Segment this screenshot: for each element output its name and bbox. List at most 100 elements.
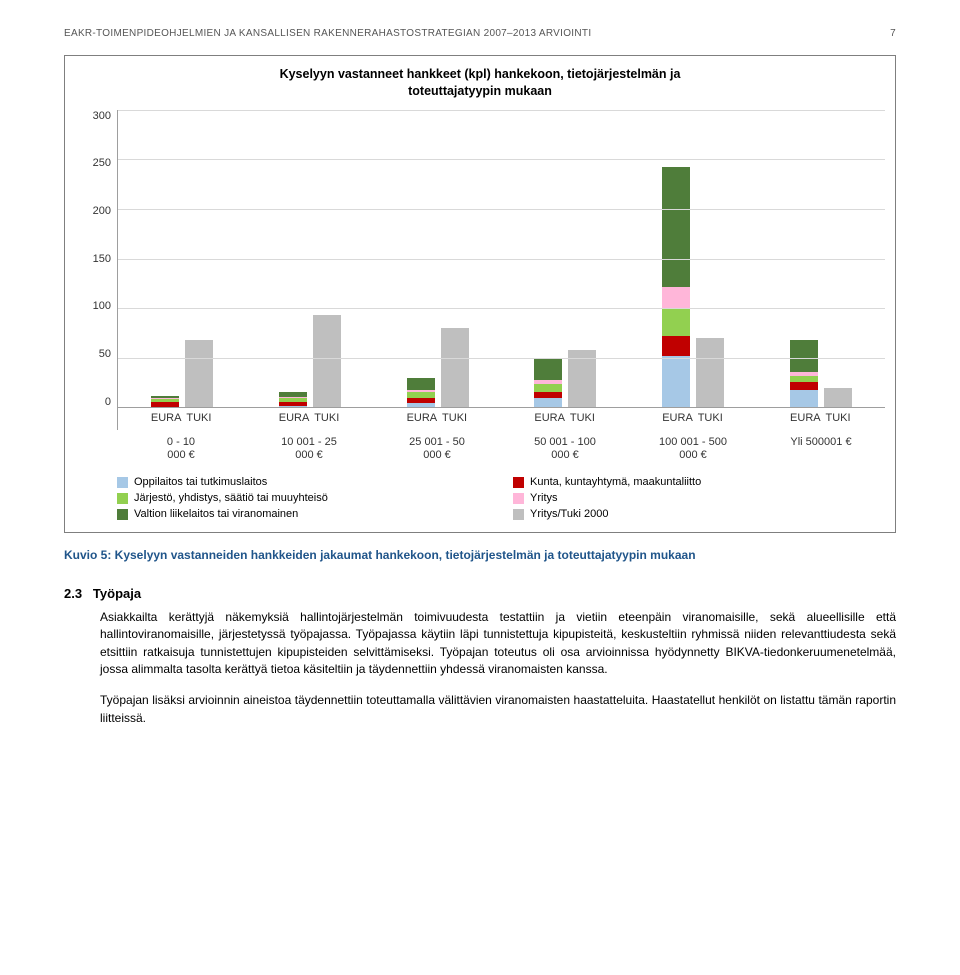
bar-segment — [790, 382, 818, 390]
stacked-bar — [790, 340, 818, 408]
gridline — [118, 209, 885, 210]
y-tick-label: 100 — [75, 300, 111, 312]
x-sub-group: EURA TUKI — [629, 408, 757, 430]
legend-label: Yritys/Tuki 2000 — [530, 508, 608, 520]
legend-swatch — [513, 477, 524, 488]
figure-caption: Kuvio 5: Kyselyyn vastanneiden hankkeide… — [64, 547, 896, 564]
y-tick-label: 150 — [75, 253, 111, 265]
plot: EURA TUKI EURA TUKI EURA TUKI EURA TUKI EURA TUKI… — [117, 110, 885, 430]
chart-legend: Oppilaitos tai tutkimuslaitos Kunta, kunt… — [117, 476, 885, 520]
y-tick-label: 250 — [75, 157, 111, 169]
section-heading: 2.3 Työpaja — [64, 586, 896, 601]
x-sub-group: EURA TUKI — [118, 408, 246, 430]
bar-segment — [662, 308, 690, 336]
bar-segment — [534, 384, 562, 392]
section-num: 2.3 — [64, 586, 82, 601]
y-tick-label: 0 — [75, 396, 111, 408]
stacked-bar — [824, 388, 852, 408]
legend-label: Oppilaitos tai tutkimuslaitos — [134, 476, 267, 488]
x-sub-label: TUKI — [696, 412, 724, 430]
bar-segment — [313, 315, 341, 407]
legend-item: Järjestö, yhdistys, säätiö tai muuyhteis… — [117, 492, 489, 504]
bar-segment — [407, 378, 435, 390]
bar-segment — [185, 340, 213, 408]
legend-swatch — [117, 509, 128, 520]
legend-swatch — [513, 493, 524, 504]
x-sub-label: TUKI — [824, 412, 852, 430]
x-sub-label: TUKI — [185, 412, 213, 430]
y-tick-label: 200 — [75, 205, 111, 217]
x-sub-group: EURA TUKI — [374, 408, 502, 430]
x-sub-label: TUKI — [568, 412, 596, 430]
x-category-label: 50 001 - 100000 € — [501, 432, 629, 462]
bar-segment — [790, 390, 818, 408]
x-sub-group: EURA TUKI — [501, 408, 629, 430]
y-tick-label: 50 — [75, 348, 111, 360]
x-sub-label: EURA — [534, 412, 562, 430]
bar-segment — [662, 356, 690, 408]
x-sub-label: EURA — [151, 412, 179, 430]
gridline — [118, 358, 885, 359]
y-tick-label: 300 — [75, 110, 111, 122]
x-category-label: 100 001 - 500000 € — [629, 432, 757, 462]
bar-segment — [790, 340, 818, 372]
legend-swatch — [117, 477, 128, 488]
legend-item: Yritys/Tuki 2000 — [513, 508, 885, 520]
legend-item: Oppilaitos tai tutkimuslaitos — [117, 476, 489, 488]
x-sub-label: TUKI — [441, 412, 469, 430]
legend-label: Valtion liikelaitos tai viranomainen — [134, 508, 298, 520]
bar-segment — [662, 287, 690, 309]
header-page-num: 7 — [890, 28, 896, 39]
stacked-bar — [696, 338, 724, 408]
x-axis-sublabels: EURA TUKI EURA TUKI EURA TUKI EURA TUKI EURA TUKI… — [118, 407, 885, 430]
chart-title: Kyselyyn vastanneet hankkeet (kpl) hanke… — [75, 66, 885, 100]
stacked-bar — [185, 340, 213, 408]
chart-area: 300 250 200 150 100 50 0 EURA TUKI EURA TUKI EURA T… — [75, 110, 885, 430]
legend-label: Yritys — [530, 492, 558, 504]
legend-swatch — [513, 509, 524, 520]
bar-segment — [534, 358, 562, 380]
page-header: EAKR-TOIMENPIDEOHJELMIEN JA KANSALLISEN … — [0, 0, 960, 45]
x-sub-label: EURA — [662, 412, 690, 430]
stacked-bar — [407, 378, 435, 408]
bar-segment — [696, 338, 724, 408]
x-category-label: 10 001 - 25000 € — [245, 432, 373, 462]
bar-segment — [441, 328, 469, 407]
x-sub-label: EURA — [279, 412, 307, 430]
bar-segment — [662, 336, 690, 356]
chart-title-line2: toteuttajatyypin mukaan — [408, 84, 552, 98]
x-sub-group: EURA TUKI — [757, 408, 885, 430]
stacked-bar — [662, 167, 690, 407]
chart-container: Kyselyyn vastanneet hankkeet (kpl) hanke… — [64, 55, 896, 533]
x-category-label: Yli 500001 € — [757, 432, 885, 462]
header-left: EAKR-TOIMENPIDEOHJELMIEN JA KANSALLISEN … — [64, 28, 591, 39]
legend-item: Yritys — [513, 492, 885, 504]
gridline — [118, 159, 885, 160]
x-category-label: 0 - 10000 € — [117, 432, 245, 462]
y-axis: 300 250 200 150 100 50 0 — [75, 110, 117, 430]
legend-swatch — [117, 493, 128, 504]
stacked-bar — [441, 328, 469, 407]
body-paragraph: Työpajan lisäksi arvioinnin aineistoa tä… — [100, 692, 896, 727]
x-sub-label: TUKI — [313, 412, 341, 430]
stacked-bar — [534, 358, 562, 408]
legend-item: Valtion liikelaitos tai viranomainen — [117, 508, 489, 520]
gridline — [118, 259, 885, 260]
x-axis-categories: 0 - 10000 €10 001 - 25000 €25 001 - 5000… — [117, 432, 885, 462]
chart-title-line1: Kyselyyn vastanneet hankkeet (kpl) hanke… — [280, 67, 681, 81]
x-sub-group: EURA TUKI — [246, 408, 374, 430]
gridline — [118, 110, 885, 111]
bar-segment — [824, 388, 852, 408]
stacked-bar — [313, 315, 341, 407]
x-category-label: 25 001 - 50000 € — [373, 432, 501, 462]
stacked-bar — [279, 392, 307, 408]
bar-segment — [662, 167, 690, 286]
x-sub-label: EURA — [407, 412, 435, 430]
x-sub-label: EURA — [790, 412, 818, 430]
legend-label: Järjestö, yhdistys, säätiö tai muuyhteis… — [134, 492, 328, 504]
legend-item: Kunta, kuntayhtymä, maakuntaliitto — [513, 476, 885, 488]
legend-label: Kunta, kuntayhtymä, maakuntaliitto — [530, 476, 701, 488]
section-title: Työpaja — [93, 586, 141, 601]
body-paragraph: Asiakkailta kerättyjä näkemyksiä hallint… — [100, 609, 896, 679]
gridline — [118, 308, 885, 309]
